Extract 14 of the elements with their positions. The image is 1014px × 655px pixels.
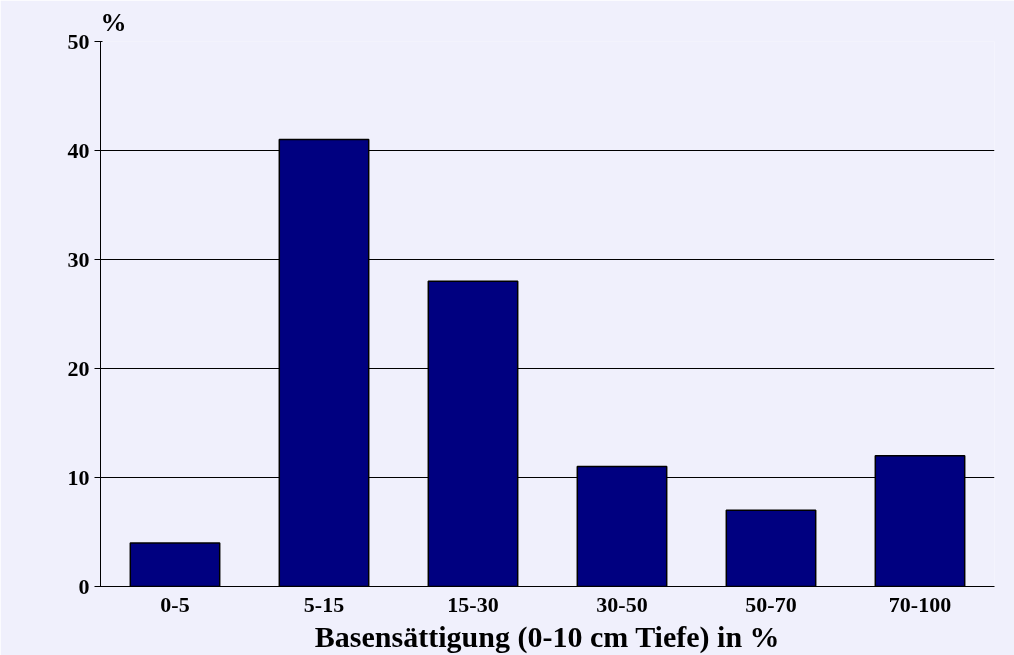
y-tick-label: 10 [67,464,90,490]
x-tick-label: 15-30 [447,591,499,617]
y-tick-label: 40 [67,137,90,163]
y-axis-title: % [100,7,127,37]
x-tick-label: 5-15 [303,591,345,617]
x-tick-label: 50-70 [745,591,797,617]
y-tick-label: 30 [67,246,90,272]
x-tick-label: 30-50 [596,591,648,617]
x-tick-label: 0-5 [160,591,190,617]
x-tick-label: 70-100 [888,591,952,617]
y-tick-label: 20 [67,355,90,381]
y-tick-label: 0 [78,573,90,599]
x-axis-title: Basensättigung (0-10 cm Tiefe) in % [314,619,780,654]
y-tick-label: 50 [67,28,90,54]
